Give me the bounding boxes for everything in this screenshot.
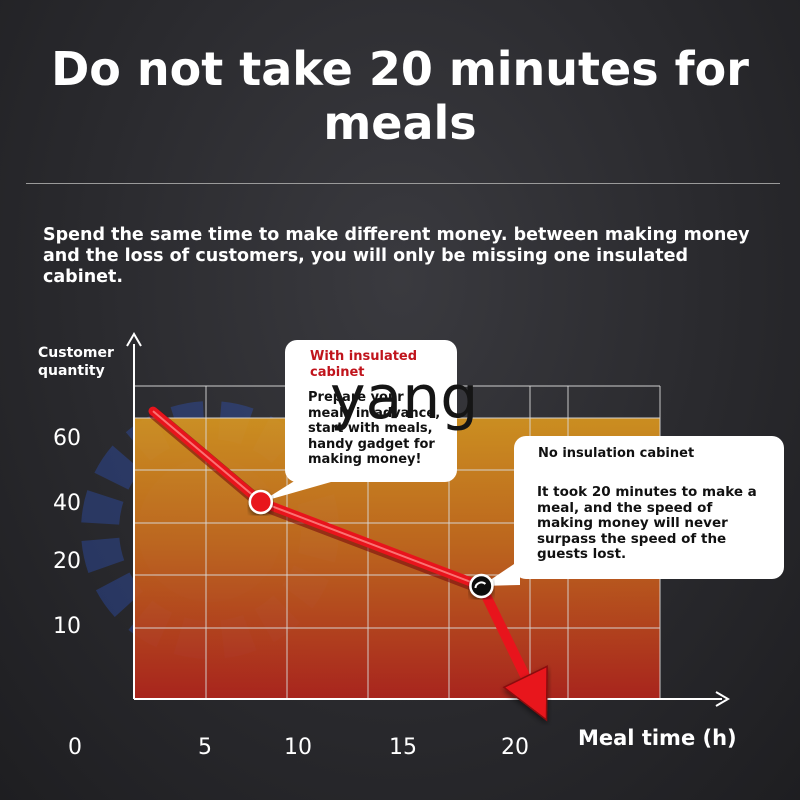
callout-insulated-body: Prepare your meals in advance, start wit… <box>308 390 441 467</box>
callout-pointer-no-insulation <box>481 560 520 586</box>
marker-no-insulation-glint <box>474 581 487 589</box>
page-title: Do not take 20 minutes for meals <box>51 42 749 150</box>
callout-no-insulation: No insulation cabinet It took 20 minutes… <box>514 436 784 579</box>
x-tick-label: 20 <box>501 735 529 760</box>
x-axis-label: Meal time (h) <box>578 726 737 750</box>
y-tick-label: 20 <box>53 549 81 574</box>
y-axis-arrow-icon <box>126 332 142 347</box>
x-tick-label: 15 <box>389 735 417 760</box>
callout-insulated-title: With insulated cabinet <box>310 349 418 380</box>
x-tick-label: 0 <box>68 735 82 760</box>
title-divider <box>26 183 780 184</box>
x-tick-label: 5 <box>198 735 212 760</box>
marker-no-insulation <box>469 573 494 599</box>
series-arrow-shaft <box>476 581 531 682</box>
series-arrow-head-icon <box>502 665 548 722</box>
watermark-text: yang <box>330 363 479 433</box>
callout-no-insulation-body: It took 20 minutes to make a meal, and t… <box>537 484 757 562</box>
page-subtitle: Spend the same time to make different mo… <box>43 225 750 287</box>
callout-insulated-cabinet: With insulated cabinet Prepare your meal… <box>285 340 457 482</box>
marker-insulated <box>248 489 274 515</box>
axes <box>126 332 730 707</box>
callout-no-insulation-title: No insulation cabinet <box>538 446 695 461</box>
y-tick-label: 60 <box>53 426 81 451</box>
y-tick-label: 40 <box>53 491 81 516</box>
y-tick-label: 10 <box>53 614 81 639</box>
y-axis-label: Customer quantity <box>38 345 114 379</box>
x-axis-arrow-icon <box>715 691 730 707</box>
x-tick-label: 10 <box>284 735 312 760</box>
